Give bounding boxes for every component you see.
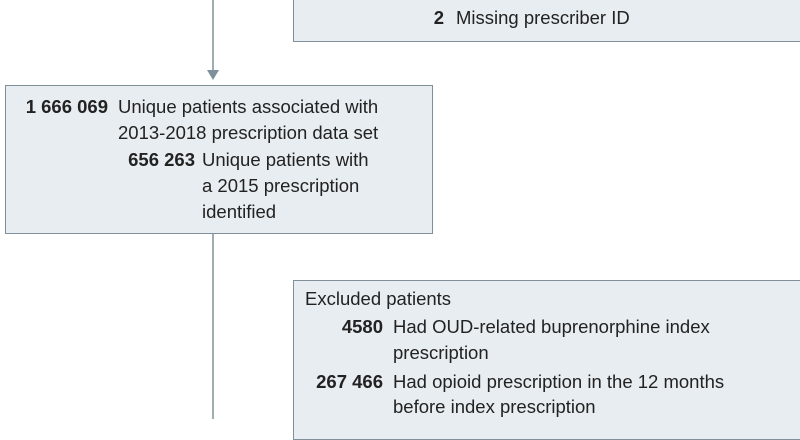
excluded-box: Excluded patients 4580 Had OUD-related b… — [293, 280, 800, 440]
label: 2013-2018 prescription data set — [118, 122, 379, 143]
page: 2 Missing prescriber ID 1 666 069 Unique… — [5, 0, 800, 440]
label: a 2015 prescription — [202, 175, 360, 196]
top-box: 2 Missing prescriber ID — [293, 0, 800, 42]
label: Unique patients with — [202, 149, 369, 170]
count: 2 — [433, 7, 444, 28]
label: before index prescription — [393, 396, 596, 417]
count: 267 466 — [316, 371, 383, 392]
label: Had opioid prescription in the 12 months — [393, 371, 725, 392]
count: 4580 — [341, 316, 383, 337]
label: identified — [202, 201, 277, 222]
label: prescription — [393, 342, 489, 363]
count: 1 666 069 — [25, 96, 108, 117]
connectors — [207, 0, 219, 419]
box-title: Excluded patients — [305, 288, 452, 309]
cohort-box: 1 666 069 Unique patients associated wit… — [5, 85, 433, 234]
label: Missing prescriber ID — [456, 7, 630, 28]
label: Unique patients associated with — [118, 96, 379, 117]
count: 656 263 — [128, 149, 195, 170]
label: Had OUD-related buprenorphine index — [393, 316, 710, 337]
arrow-head — [207, 70, 219, 80]
